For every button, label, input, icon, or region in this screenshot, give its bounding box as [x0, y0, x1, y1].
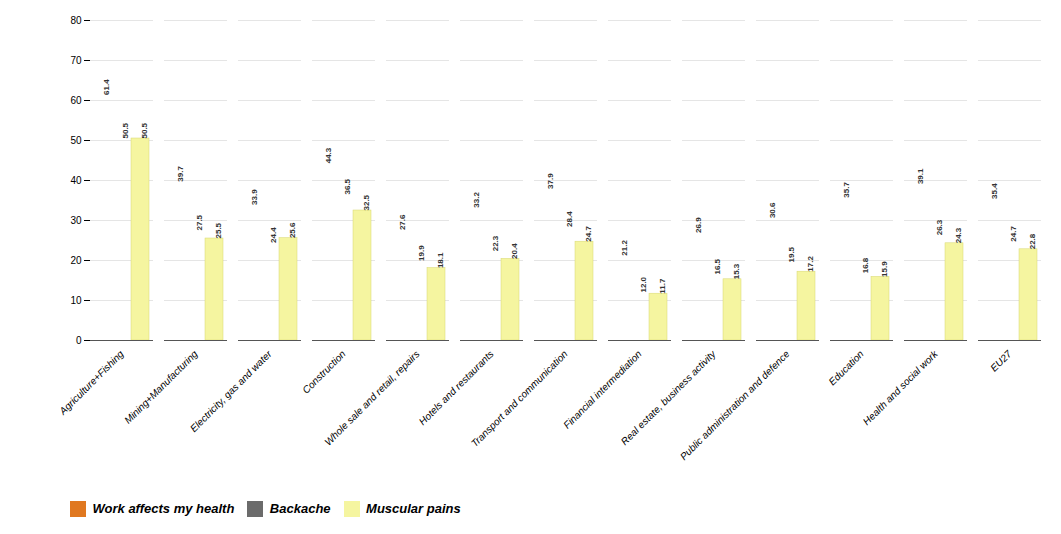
svg-text:61.4: 61.4	[102, 79, 111, 95]
svg-text:0: 0	[76, 335, 82, 346]
svg-text:80: 80	[70, 15, 82, 26]
svg-text:Real estate, business activity: Real estate, business activity	[618, 348, 718, 448]
svg-text:15.9: 15.9	[880, 261, 889, 277]
svg-text:Education: Education	[826, 348, 866, 388]
svg-text:Electricity, gas and water: Electricity, gas and water	[188, 348, 274, 434]
svg-text:35.7: 35.7	[842, 182, 851, 198]
svg-text:16.8: 16.8	[861, 257, 870, 273]
html-text:Backache: Backache	[269, 501, 331, 516]
svg-text:24.4: 24.4	[269, 227, 278, 243]
svg-text:37.9: 37.9	[546, 173, 555, 189]
svg-text:18.1: 18.1	[436, 252, 445, 268]
svg-text:17.2: 17.2	[806, 256, 815, 272]
html-text:Muscular pains: Muscular pains	[366, 501, 461, 516]
svg-text:Whole sale and retail, repairs: Whole sale and retail, repairs	[322, 348, 421, 447]
svg-text:30.6: 30.6	[768, 202, 777, 218]
svg-text:19.5: 19.5	[787, 246, 796, 262]
svg-text:EU27: EU27	[988, 348, 1014, 374]
svg-text:27.5: 27.5	[195, 214, 204, 230]
svg-text:30: 30	[70, 215, 82, 226]
svg-text:11.7: 11.7	[658, 278, 667, 294]
svg-text:60: 60	[70, 95, 82, 106]
svg-text:22.3: 22.3	[491, 235, 500, 251]
svg-text:70: 70	[70, 55, 82, 66]
svg-text:15.3: 15.3	[732, 263, 741, 279]
svg-text:26.9: 26.9	[694, 217, 703, 233]
svg-text:24.3: 24.3	[954, 227, 963, 243]
svg-text:25.5: 25.5	[214, 222, 223, 238]
svg-text:Mining+Manufacturing: Mining+Manufacturing	[122, 348, 200, 426]
svg-text:36.5: 36.5	[343, 178, 352, 194]
svg-text:Hotels and restaurants: Hotels and restaurants	[417, 348, 496, 427]
svg-text:Public administration and defe: Public administration and defence	[678, 348, 792, 462]
svg-text:Financial intermediation: Financial intermediation	[561, 348, 644, 431]
svg-text:Agriculture+Fishing: Agriculture+Fishing	[56, 348, 126, 418]
svg-text:25.6: 25.6	[288, 222, 297, 238]
svg-text:19.9: 19.9	[417, 245, 426, 261]
svg-text:22.8: 22.8	[1028, 233, 1037, 249]
svg-text:32.5: 32.5	[362, 194, 371, 210]
svg-text:33.2: 33.2	[472, 192, 481, 208]
svg-text:12.0: 12.0	[639, 276, 648, 292]
svg-text:28.4: 28.4	[565, 211, 574, 227]
svg-text:35.4: 35.4	[990, 183, 999, 199]
svg-text:16.5: 16.5	[713, 258, 722, 274]
svg-text:50: 50	[70, 135, 82, 146]
svg-text:39.7: 39.7	[176, 166, 185, 182]
svg-text:40: 40	[70, 175, 82, 186]
svg-text:20: 20	[70, 255, 82, 266]
svg-text:21.2: 21.2	[620, 240, 629, 256]
svg-text:27.6: 27.6	[398, 214, 407, 230]
svg-text:20.4: 20.4	[510, 243, 519, 259]
svg-text:33.9: 33.9	[250, 189, 259, 205]
svg-text:50.5: 50.5	[140, 122, 149, 138]
svg-text:39.1: 39.1	[916, 168, 925, 184]
svg-text:Construction: Construction	[300, 348, 348, 396]
svg-text:Health and social work: Health and social work	[861, 348, 941, 428]
svg-text:26.3: 26.3	[935, 219, 944, 235]
html-text:Work affects my health: Work affects my health	[92, 501, 235, 516]
svg-text:24.7: 24.7	[584, 226, 593, 242]
svg-text:50.5: 50.5	[121, 122, 130, 138]
svg-text:44.3: 44.3	[324, 147, 333, 163]
svg-text:24.7: 24.7	[1009, 226, 1018, 242]
svg-text:Transport and communication: Transport and communication	[469, 348, 570, 449]
svg-text:10: 10	[70, 295, 82, 306]
